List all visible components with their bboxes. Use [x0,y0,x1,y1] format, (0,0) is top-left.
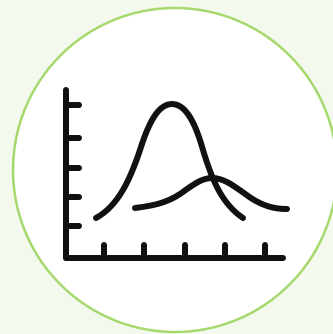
icon-circle [11,6,333,334]
x-ticks [101,242,268,261]
y-ticks [63,102,82,229]
wide-curve [132,174,290,212]
